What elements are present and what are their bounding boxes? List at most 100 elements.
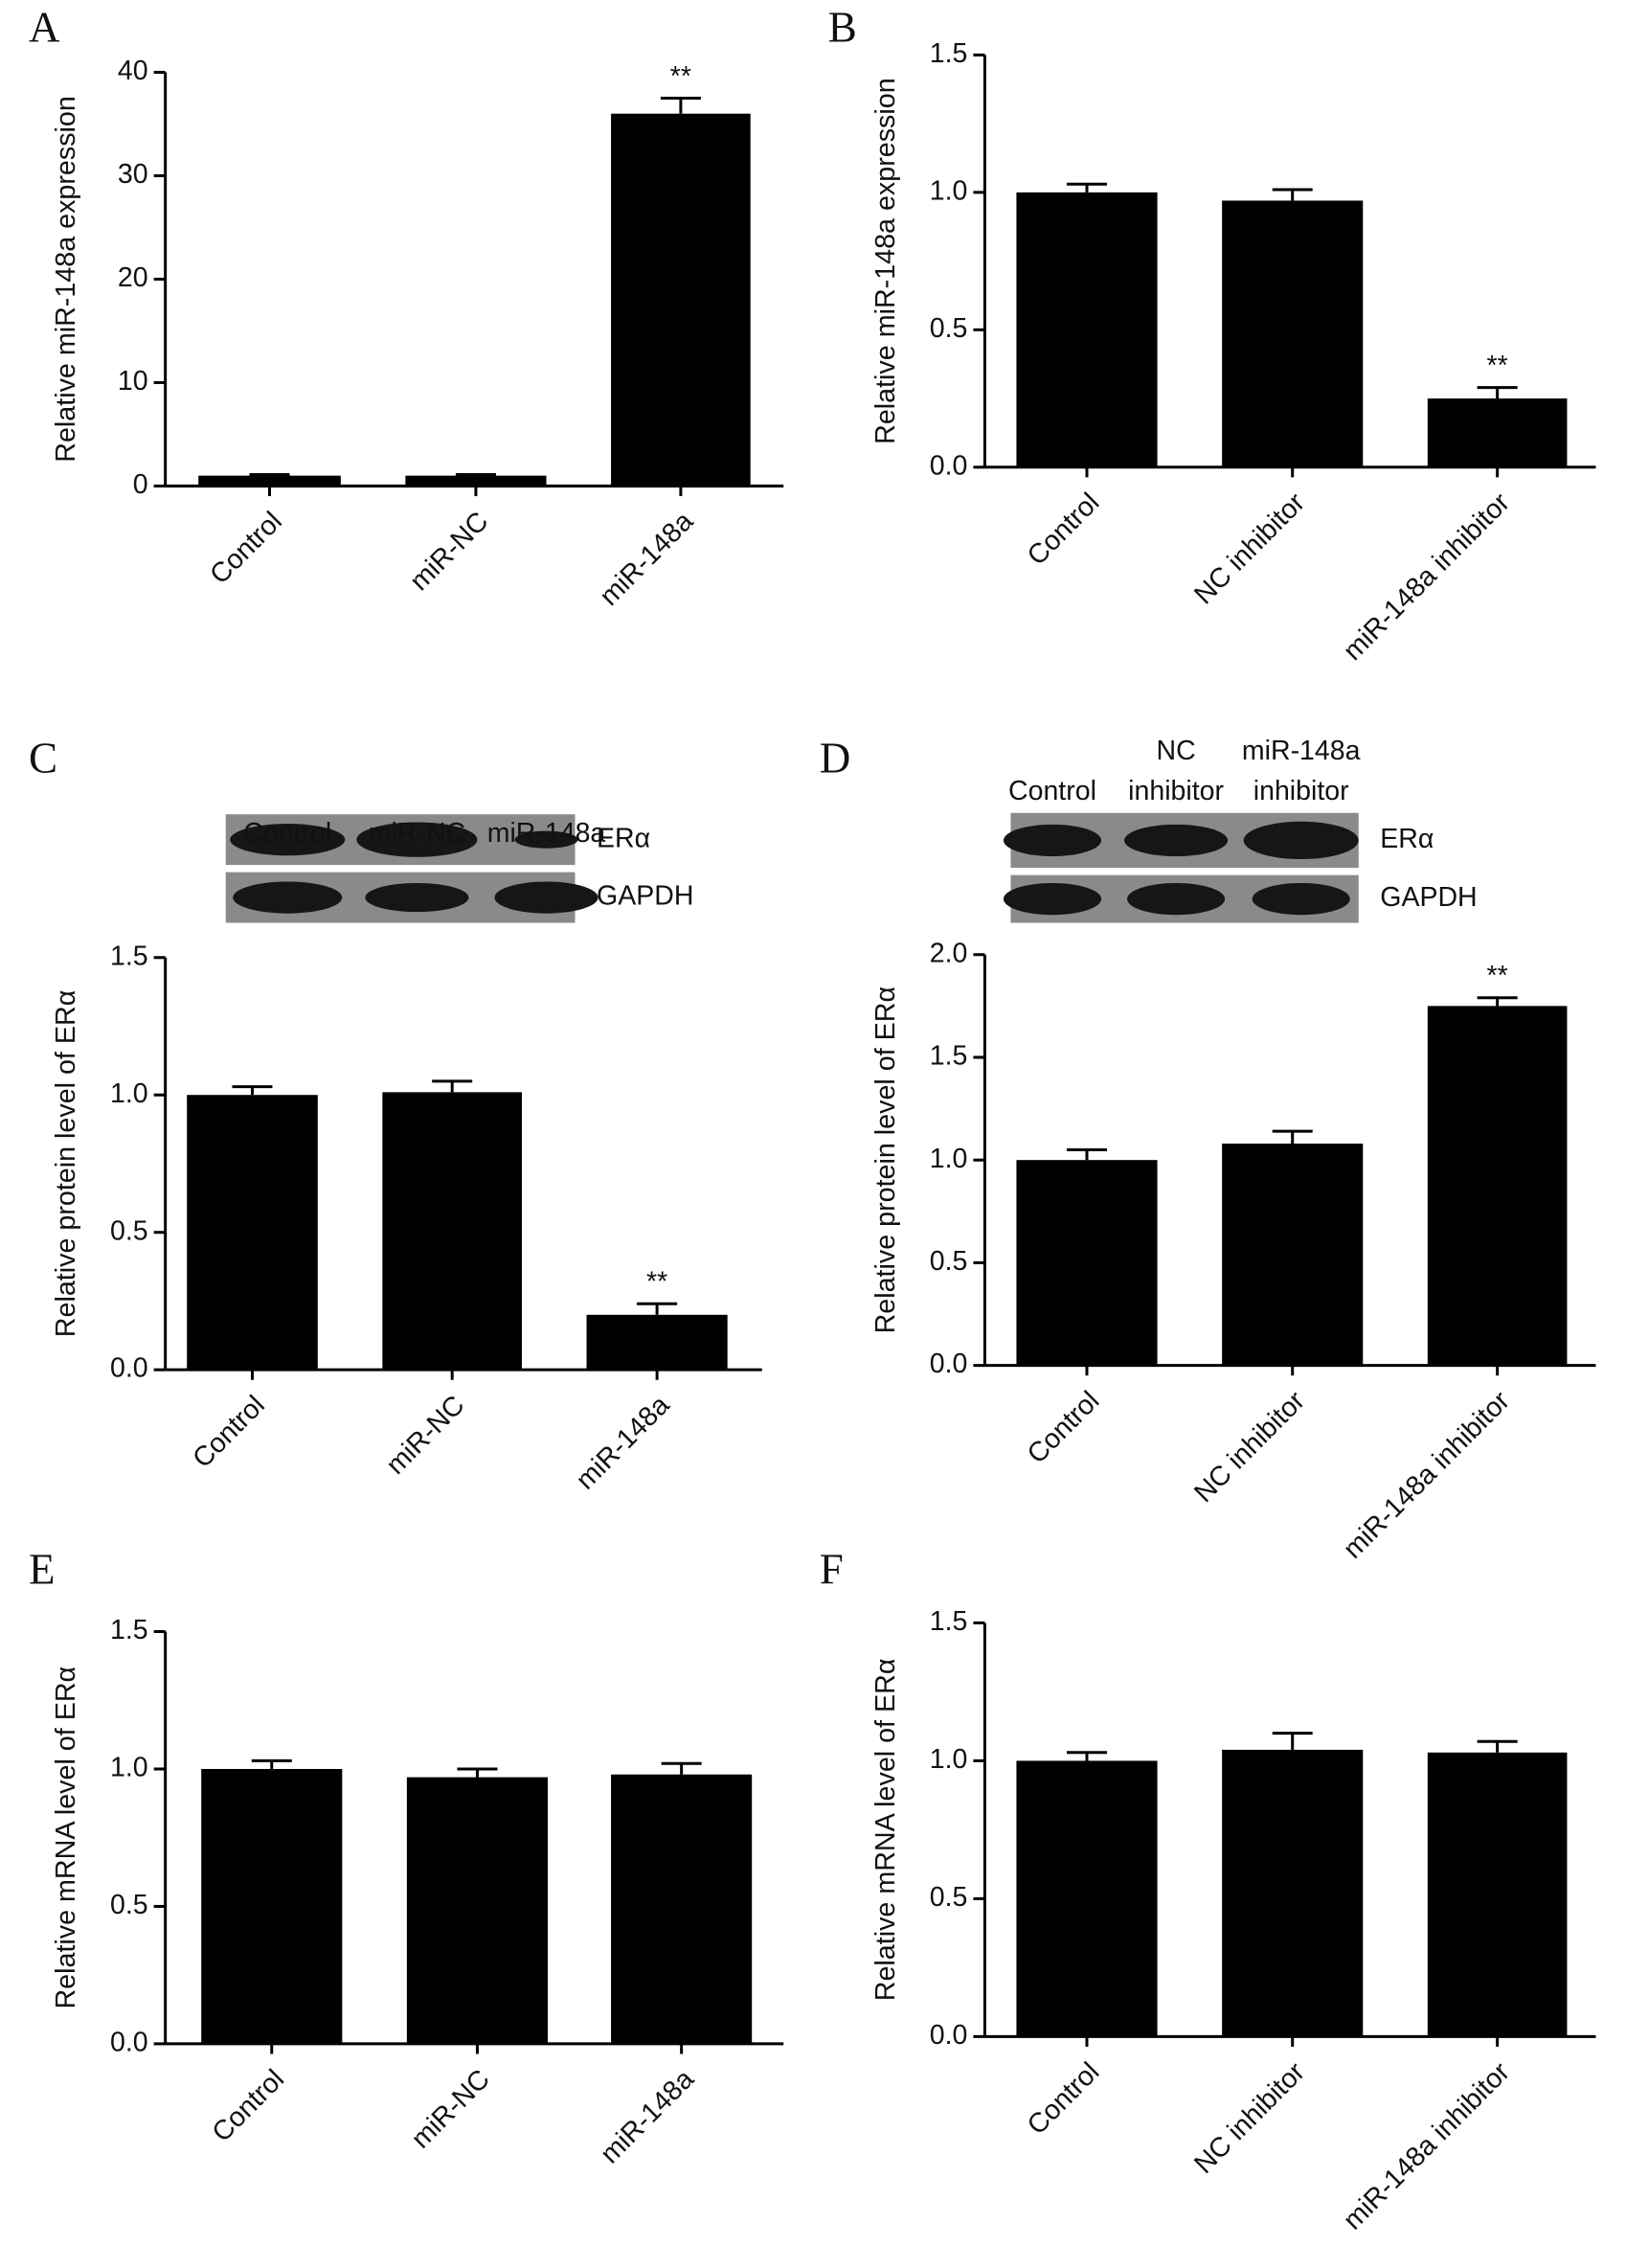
bar [1016,192,1158,467]
y-tick-label: 0.5 [930,1882,968,1913]
y-tick-label: 1.5 [930,38,968,69]
blot-band [1124,824,1229,857]
y-tick-label: 0.0 [930,1349,968,1379]
x-tick-label: miR-148a [594,506,699,612]
bar [1222,1144,1364,1366]
y-tick-label: 0.5 [930,1246,968,1277]
y-tick-label: 0.0 [110,2027,148,2057]
y-axis-label: Relative miR-148a expression [870,78,901,444]
blot-lane-label: miR-148a [1242,736,1361,766]
y-tick-label: 0.5 [930,313,968,344]
blot-band [356,822,478,857]
blot-band [233,881,343,914]
x-tick-label: miR-148a [570,1390,675,1496]
x-tick-label: Control [187,1390,271,1474]
x-tick-label: miR-148a inhibitor [1338,487,1516,667]
panel-letter: B [828,3,857,51]
blot-row-label: GAPDH [1380,882,1477,913]
significance: ** [670,61,691,92]
bar [1427,1752,1568,2037]
blot-band [365,882,469,913]
bar [201,1768,343,2044]
panel-letter: A [29,3,60,51]
y-tick-label: 40 [118,56,148,86]
blot-lane-label: miR-148a [487,818,606,849]
y-tick-label: 1.0 [930,175,968,206]
blot-band [1252,882,1350,916]
y-tick-label: 1.5 [930,1040,968,1071]
y-tick-label: 1.0 [110,1078,148,1109]
blot-lane-label: Control [1008,776,1096,806]
blot-band [1003,824,1102,857]
x-tick-label: Control [1022,1385,1106,1469]
x-tick-label: Control [1022,2056,1106,2141]
bar [405,475,547,487]
y-axis-label: Relative protein level of ERα [870,987,901,1333]
bar [586,1314,728,1371]
bar [1427,1006,1568,1366]
significance: ** [646,1267,667,1298]
blot-row-label: ERα [597,823,650,853]
y-tick-label: 2.0 [930,938,968,968]
x-tick-label: Control [1022,488,1106,572]
y-axis-label: Relative miR-148a expression [51,96,81,463]
x-tick-label: miR-148a [595,2064,700,2170]
y-tick-label: 0.5 [110,1890,148,1920]
y-tick-label: 20 [118,262,148,293]
y-tick-label: 1.5 [110,941,148,971]
bar [1016,1160,1158,1366]
x-tick-label: miR-NC [404,506,494,597]
y-tick-label: 1.0 [930,1144,968,1174]
blot-lane-label: inhibitor [1253,776,1349,806]
bar [1222,1749,1364,2037]
y-tick-label: 0.5 [110,1215,148,1246]
y-axis-label: Relative protein level of ERα [51,990,81,1337]
blot-row-label: ERα [1380,824,1434,854]
blot-band [1127,882,1226,916]
significance: ** [1487,351,1508,381]
bar [198,475,341,487]
y-tick-label: 1.0 [930,1744,968,1775]
blot-lane-label: miR-NC [369,818,465,849]
x-tick-label: Control [204,506,288,590]
bar [187,1095,318,1371]
blot-band [514,830,578,849]
blot-band [1243,821,1359,860]
blot-band [1003,882,1102,916]
y-tick-label: 30 [118,159,148,190]
x-tick-label: miR-148a inhibitor [1338,1385,1516,1565]
significance: ** [1487,961,1508,991]
y-tick-label: 10 [118,366,148,397]
bar [1222,200,1364,467]
y-tick-label: 1.5 [110,1615,148,1645]
blot-band [230,824,346,856]
x-tick-label: miR-NC [405,2064,495,2155]
y-tick-label: 0.0 [110,1353,148,1384]
y-tick-label: 1.5 [930,1606,968,1637]
bar [1427,398,1568,467]
x-tick-label: miR-NC [380,1390,470,1481]
x-tick-label: NC inhibitor [1188,1385,1311,1508]
x-tick-label: NC inhibitor [1188,487,1311,610]
x-tick-label: Control [206,2064,290,2148]
y-axis-label: Relative mRNA level of ERα [870,1659,901,2002]
bar [611,1774,753,2044]
bar [406,1777,549,2044]
bar [382,1092,522,1371]
bar [1016,1760,1158,2037]
blot-band [494,881,598,914]
bar [611,113,751,487]
panel-letter: D [820,734,851,782]
blot-lane-label: NC [1156,736,1195,766]
y-tick-label: 0.0 [930,450,968,481]
y-axis-label: Relative mRNA level of ERα [51,1667,81,2009]
panel-letter: F [820,1545,844,1593]
panel-letter: C [29,734,57,782]
y-tick-label: 1.0 [110,1752,148,1782]
blot-lane-label: inhibitor [1128,776,1224,806]
blot-lane-label: Control [243,818,331,849]
y-tick-label: 0.0 [930,2020,968,2051]
blot-row-label: GAPDH [597,881,693,912]
panel-letter: E [29,1545,56,1593]
